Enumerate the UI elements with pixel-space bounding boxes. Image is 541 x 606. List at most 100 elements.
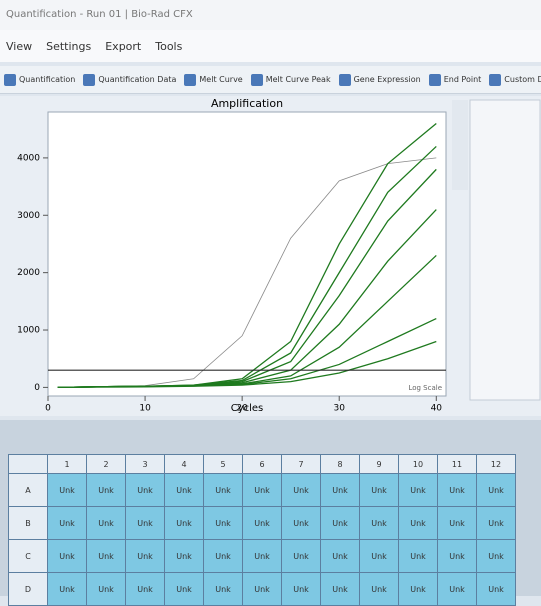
well[interactable]: Unk <box>48 573 87 606</box>
well[interactable]: Unk <box>360 474 399 507</box>
toolbar-button[interactable]: Gene Expression <box>339 74 421 86</box>
column-header: 5 <box>204 455 243 474</box>
well[interactable]: Unk <box>204 540 243 573</box>
well[interactable]: Unk <box>477 507 516 540</box>
well[interactable]: Unk <box>126 474 165 507</box>
row-header: D <box>9 573 48 606</box>
toolbar-label: End Point <box>444 75 482 84</box>
well[interactable]: Unk <box>438 540 477 573</box>
well[interactable]: Unk <box>360 573 399 606</box>
toolbar-button[interactable]: End Point <box>429 74 482 86</box>
toolbar-icon <box>4 74 16 86</box>
toolbar: Quantification Quantification Data Melt Cu… <box>0 66 541 94</box>
well[interactable]: Unk <box>87 474 126 507</box>
annotation: Log Scale <box>408 384 442 392</box>
well[interactable]: Unk <box>321 474 360 507</box>
well[interactable]: Unk <box>438 573 477 606</box>
toolbar-button[interactable]: Quantification Data <box>83 74 176 86</box>
toolbar-icon <box>339 74 351 86</box>
toolbar-button[interactable]: Custom Data View <box>489 74 541 86</box>
well[interactable]: Unk <box>126 573 165 606</box>
x-tick-label: 10 <box>139 404 151 414</box>
title-bar: Quantification - Run 01 | Bio-Rad CFX <box>0 0 541 30</box>
menu-item[interactable]: View <box>6 40 32 53</box>
row-header: A <box>9 474 48 507</box>
well[interactable]: Unk <box>48 474 87 507</box>
toolbar-icon <box>429 74 441 86</box>
column-header: 7 <box>282 455 321 474</box>
well[interactable]: Unk <box>204 573 243 606</box>
well[interactable]: Unk <box>321 507 360 540</box>
well[interactable]: Unk <box>282 573 321 606</box>
x-tick-label: 0 <box>45 404 51 414</box>
well[interactable]: Unk <box>126 540 165 573</box>
toolbar-button[interactable]: Melt Curve <box>184 74 242 86</box>
column-header: 11 <box>438 455 477 474</box>
well[interactable]: Unk <box>477 540 516 573</box>
well[interactable]: Unk <box>399 474 438 507</box>
column-header: 2 <box>87 455 126 474</box>
well[interactable]: Unk <box>87 540 126 573</box>
well[interactable]: Unk <box>243 474 282 507</box>
well[interactable]: Unk <box>399 573 438 606</box>
plate-row: DUnkUnkUnkUnkUnkUnkUnkUnkUnkUnkUnkUnk <box>9 573 516 606</box>
well[interactable]: Unk <box>360 540 399 573</box>
column-header: 4 <box>165 455 204 474</box>
toolbar-button[interactable]: Quantification <box>4 74 75 86</box>
menu-item[interactable]: Settings <box>46 40 91 53</box>
y-tick-label: 4000 <box>17 153 40 163</box>
well[interactable]: Unk <box>243 540 282 573</box>
well[interactable]: Unk <box>438 507 477 540</box>
well[interactable]: Unk <box>282 540 321 573</box>
well[interactable]: Unk <box>165 474 204 507</box>
well[interactable]: Unk <box>360 507 399 540</box>
y-tick-label: 3000 <box>17 211 40 221</box>
well[interactable]: Unk <box>243 573 282 606</box>
menu-bar: View Settings Export Tools <box>0 30 541 62</box>
well[interactable]: Unk <box>204 507 243 540</box>
plot-frame <box>48 112 446 396</box>
well[interactable]: Unk <box>399 540 438 573</box>
well[interactable]: Unk <box>321 573 360 606</box>
y-tick-label: 2000 <box>17 268 40 278</box>
side-panel <box>470 100 540 400</box>
well[interactable]: Unk <box>321 540 360 573</box>
well[interactable]: Unk <box>165 540 204 573</box>
column-header: 8 <box>321 455 360 474</box>
well[interactable]: Unk <box>243 507 282 540</box>
well[interactable]: Unk <box>126 507 165 540</box>
toolbar-label: Gene Expression <box>354 75 421 84</box>
chart-title: Amplification <box>211 97 283 110</box>
well[interactable]: Unk <box>48 507 87 540</box>
well[interactable]: Unk <box>399 507 438 540</box>
well[interactable]: Unk <box>477 474 516 507</box>
x-tick-label: 40 <box>431 404 443 414</box>
menu-item[interactable]: Tools <box>155 40 182 53</box>
well[interactable]: Unk <box>87 507 126 540</box>
menu-item[interactable]: Export <box>105 40 141 53</box>
well[interactable]: Unk <box>204 474 243 507</box>
toolbar-button[interactable]: Melt Curve Peak <box>251 74 331 86</box>
well[interactable]: Unk <box>282 474 321 507</box>
well[interactable]: Unk <box>477 573 516 606</box>
well[interactable]: Unk <box>165 507 204 540</box>
column-header: 10 <box>399 455 438 474</box>
well[interactable]: Unk <box>438 474 477 507</box>
x-tick-label: 30 <box>333 404 345 414</box>
toolbar-icon <box>489 74 501 86</box>
well[interactable]: Unk <box>165 573 204 606</box>
column-header: 1 <box>48 455 87 474</box>
x-tick-label: 20 <box>236 404 248 414</box>
plate-table: 123456789101112AUnkUnkUnkUnkUnkUnkUnkUnk… <box>8 454 516 606</box>
toolbar-icon <box>83 74 95 86</box>
well[interactable]: Unk <box>282 507 321 540</box>
well[interactable]: Unk <box>87 573 126 606</box>
well[interactable]: Unk <box>48 540 87 573</box>
column-header: 12 <box>477 455 516 474</box>
column-header: 3 <box>126 455 165 474</box>
